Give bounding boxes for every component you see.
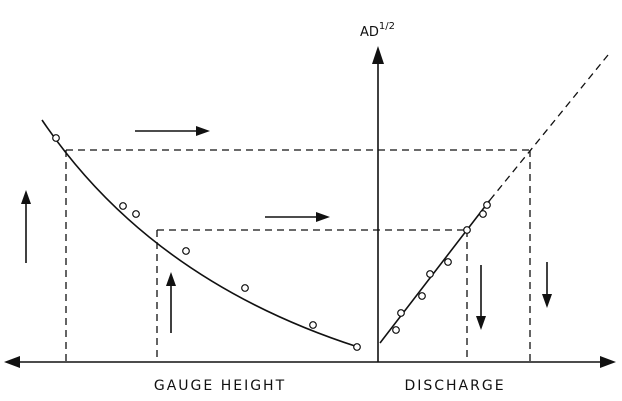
dashed-guide bbox=[65, 149, 531, 362]
arrowhead bbox=[476, 316, 486, 330]
point bbox=[241, 284, 249, 292]
point bbox=[392, 326, 400, 334]
arrowhead bbox=[21, 190, 31, 204]
arrowhead bbox=[196, 126, 210, 136]
point bbox=[182, 247, 190, 255]
point bbox=[426, 270, 434, 278]
gauge-curve bbox=[41, 119, 359, 348]
point bbox=[309, 321, 317, 329]
point bbox=[353, 343, 361, 351]
direction-arrows bbox=[21, 126, 552, 333]
arrowhead bbox=[542, 294, 552, 308]
discharge-line bbox=[379, 199, 491, 344]
point bbox=[444, 258, 452, 266]
dashed-guide bbox=[156, 229, 468, 362]
gauge-height-label: GAUGE HEIGHT bbox=[154, 378, 286, 394]
point bbox=[479, 210, 487, 218]
arrowhead bbox=[600, 356, 616, 368]
arrowhead bbox=[166, 272, 176, 286]
point bbox=[52, 134, 60, 142]
arrowhead bbox=[4, 356, 20, 368]
arrowhead bbox=[316, 212, 330, 222]
discharge-label: DISCHARGE bbox=[404, 378, 505, 394]
point bbox=[132, 210, 140, 218]
axis-label: AD1/2 bbox=[360, 21, 395, 40]
discharge-points bbox=[392, 201, 491, 334]
arrowhead bbox=[372, 46, 384, 64]
point bbox=[397, 309, 405, 317]
gauge-points bbox=[52, 134, 361, 351]
discharge-extrapolation bbox=[489, 54, 609, 201]
point bbox=[119, 202, 127, 210]
point bbox=[418, 292, 426, 300]
point bbox=[463, 226, 471, 234]
point bbox=[483, 201, 491, 209]
